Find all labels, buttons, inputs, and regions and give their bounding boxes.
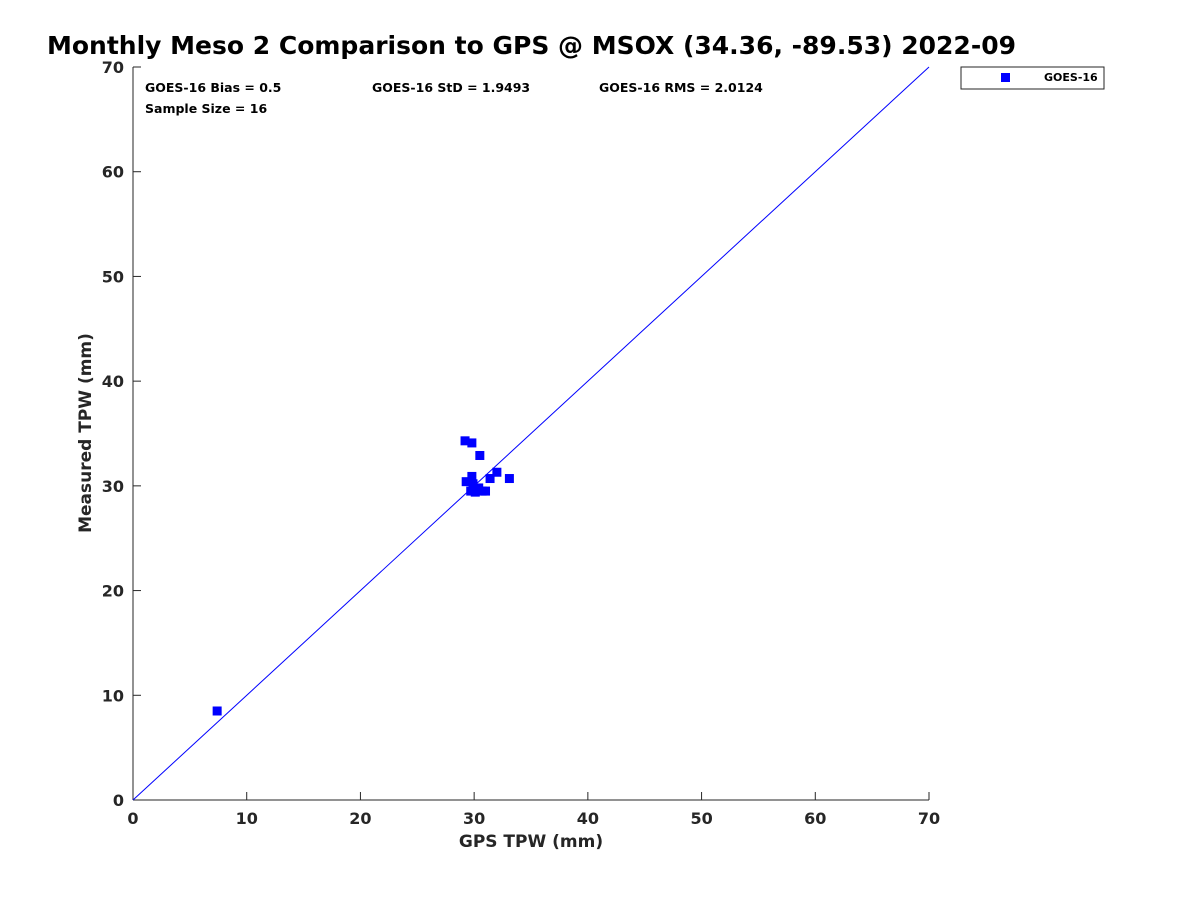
y-ticks: 0 10 20 30 40 50 60 70 [102, 58, 141, 810]
y-tick-label: 60 [102, 163, 124, 182]
legend-marker [1001, 73, 1010, 82]
x-tick-label: 30 [463, 809, 485, 828]
y-tick-label: 0 [113, 791, 124, 810]
y-tick-label: 50 [102, 267, 124, 286]
x-tick-label: 10 [236, 809, 258, 828]
data-point [492, 467, 502, 477]
y-tick-label: 40 [102, 372, 124, 391]
y-tick-label: 30 [102, 477, 124, 496]
data-point [504, 474, 514, 484]
data-point [474, 483, 484, 493]
data-point [475, 450, 485, 460]
x-tick-label: 20 [349, 809, 371, 828]
data-point [460, 436, 470, 446]
data-point [467, 438, 477, 448]
x-axis-label: GPS TPW (mm) [459, 832, 603, 852]
legend: GOES-16 [960, 66, 1105, 90]
data-points [212, 436, 514, 716]
x-tick-label: 0 [127, 809, 138, 828]
x-tick-label: 60 [804, 809, 826, 828]
y-axis-label: Measured TPW (mm) [76, 333, 96, 533]
data-point [466, 486, 476, 496]
x-tick-label: 40 [577, 809, 599, 828]
std-stat: GOES-16 StD = 1.9493 [372, 80, 530, 95]
data-point [212, 706, 222, 716]
x-ticks: 0 10 20 30 40 50 60 70 [127, 792, 940, 828]
data-point [461, 477, 471, 487]
rms-stat: GOES-16 RMS = 2.0124 [599, 80, 763, 95]
legend-box [960, 66, 1105, 90]
y-tick-label: 10 [102, 686, 124, 705]
data-point [467, 471, 477, 481]
chart-title: Monthly Meso 2 Comparison to GPS @ MSOX … [47, 31, 1016, 60]
data-point [485, 474, 495, 484]
y-tick-label: 20 [102, 582, 124, 601]
bias-stat: GOES-16 Bias = 0.5 [145, 80, 281, 95]
legend-label: GOES-16 [1044, 71, 1098, 84]
data-point [481, 486, 491, 496]
data-point [468, 479, 478, 489]
identity-reference-line [132, 66, 930, 801]
x-tick-label: 70 [918, 809, 940, 828]
x-tick-label: 50 [690, 809, 712, 828]
sample-size-stat: Sample Size = 16 [145, 101, 267, 116]
y-tick-label: 70 [102, 58, 124, 77]
